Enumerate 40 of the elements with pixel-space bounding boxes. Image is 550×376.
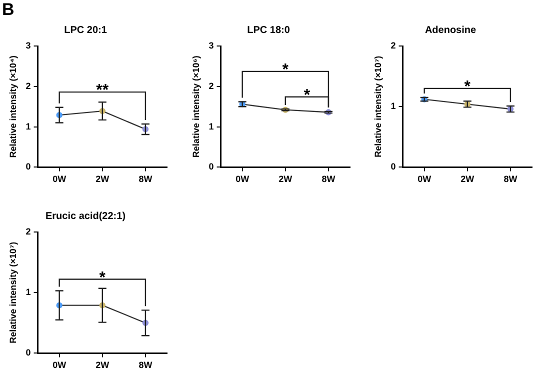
y-tick-label: 2 [26, 226, 31, 236]
x-tick-label: 2W [96, 174, 110, 184]
annotation: * [464, 78, 472, 96]
y-axis-title: Relative intensity (×10⁴) [8, 55, 18, 158]
annotation: ** [96, 82, 110, 100]
x-tick-label: 2W [96, 360, 110, 370]
y-tick-label: 1 [390, 101, 396, 112]
x-tick-label: 2W [278, 174, 293, 184]
y-tick-label: 2 [390, 40, 396, 50]
chart-title: Erucic acid(22:1) [45, 210, 126, 222]
x-tick-label: 0W [418, 174, 432, 184]
x-tick-label: 0W [52, 360, 67, 370]
chart-title: Adenosine [424, 24, 476, 36]
y-tick-label: 2 [26, 80, 31, 91]
y-tick-label: 1 [26, 121, 31, 132]
x-tick-label: 2W [460, 174, 475, 184]
y-axis-title: Relative intensity (×10⁶) [190, 56, 201, 158]
text: B [2, 0, 14, 20]
y-tick-label: 0 [208, 162, 214, 172]
y-tick-label: 0 [26, 162, 31, 172]
chart-title: LPC 18:0 [247, 24, 290, 36]
y-axis-title: Relative intensity (×10⁷) [8, 242, 18, 344]
x-tick-label: 8W [504, 174, 518, 184]
y-tick-label: 1 [208, 121, 214, 132]
annotation: * [282, 61, 290, 78]
y-axis-title: Relative intensity (×10⁷) [372, 56, 383, 158]
y-tick-label: 3 [208, 40, 214, 50]
annotation: * [304, 86, 311, 104]
y-tick-label: 0 [26, 348, 31, 358]
y-tick-label: 2 [208, 80, 214, 91]
x-tick-label: 8W [138, 174, 153, 184]
y-tick-label: 0 [390, 162, 396, 172]
x-tick-label: 0W [52, 174, 67, 184]
x-tick-label: 8W [322, 174, 336, 184]
y-tick-label: 1 [26, 287, 31, 298]
y-tick-label: 3 [26, 40, 31, 50]
x-tick-label: 0W [236, 174, 250, 184]
x-tick-label: 8W [138, 360, 153, 370]
chart-title: LPC 20:1 [64, 24, 108, 36]
annotation: * [99, 269, 106, 286]
